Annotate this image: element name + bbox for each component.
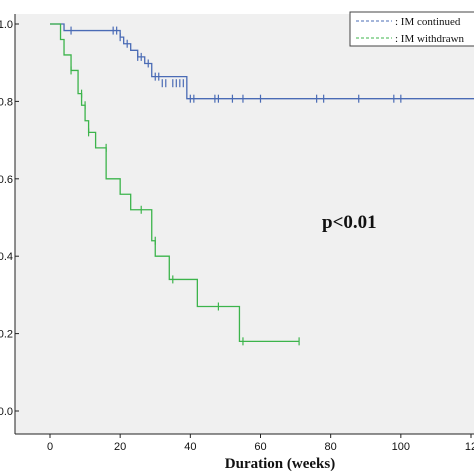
- legend-box: [349, 11, 474, 47]
- series-layer: [50, 23, 474, 346]
- y-tick-label: 0.6: [0, 174, 13, 186]
- x-axis-ticks: 0 20 40 60 80 100 12: [47, 434, 474, 453]
- x-tick-label: 12: [465, 441, 474, 453]
- series-line-im-continued: [50, 23, 474, 100]
- y-tick-label: 1.0: [0, 19, 13, 31]
- x-axis-label: Duration (weeks): [225, 456, 335, 472]
- y-tick-label: 0.0: [0, 406, 13, 418]
- series-line-im-withdrawn: [50, 23, 300, 342]
- y-axis-ticks: 0.0 0.2 0.4 0.6 0.8 1.0: [0, 19, 19, 418]
- legend-label-im-continued: : IM continued: [395, 16, 461, 28]
- x-tick-label: 40: [184, 441, 196, 453]
- x-tick-label: 60: [254, 441, 266, 453]
- x-tick-label: 20: [114, 441, 126, 453]
- legend-label-im-withdrawn: : IM withdrawn: [395, 33, 465, 45]
- p-value-annotation: p<0.01: [322, 212, 377, 233]
- plot-background: [15, 14, 474, 434]
- x-tick-label: 80: [325, 441, 337, 453]
- y-tick-label: 0.2: [0, 329, 13, 341]
- y-tick-label: 0.4: [0, 251, 13, 263]
- legend: : IM continued : IM withdrawn: [349, 11, 474, 47]
- y-tick-label: 0.8: [0, 96, 13, 108]
- x-tick-label: 100: [392, 441, 410, 453]
- x-tick-label: 0: [47, 441, 53, 453]
